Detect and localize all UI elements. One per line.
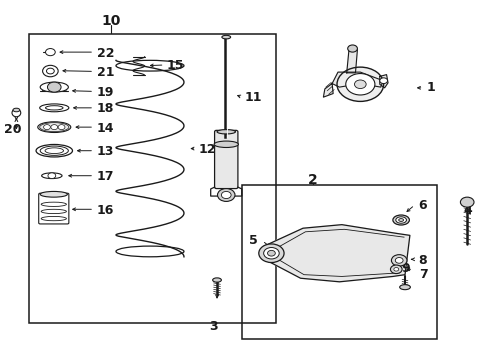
Ellipse shape (398, 219, 403, 221)
Text: 14: 14 (96, 122, 114, 135)
Text: 9: 9 (401, 262, 409, 275)
Circle shape (393, 267, 398, 271)
Circle shape (345, 73, 374, 95)
Bar (242, 185, 436, 339)
Text: 10: 10 (101, 14, 121, 28)
Text: 7: 7 (419, 268, 427, 281)
Ellipse shape (41, 173, 62, 179)
Text: 16: 16 (96, 204, 114, 217)
Ellipse shape (217, 130, 235, 134)
Text: 19: 19 (96, 86, 114, 99)
Ellipse shape (38, 122, 71, 132)
Circle shape (46, 68, 54, 74)
Text: 2: 2 (307, 173, 317, 187)
Ellipse shape (40, 104, 69, 112)
Ellipse shape (40, 192, 67, 197)
Circle shape (58, 125, 65, 130)
Ellipse shape (13, 108, 20, 112)
Circle shape (47, 82, 61, 92)
Circle shape (51, 125, 58, 130)
Text: 11: 11 (244, 91, 262, 104)
Ellipse shape (45, 148, 63, 154)
Circle shape (390, 255, 406, 266)
Circle shape (48, 173, 56, 179)
Circle shape (263, 248, 279, 259)
Ellipse shape (395, 217, 406, 223)
Circle shape (336, 67, 383, 102)
Circle shape (389, 265, 401, 274)
Circle shape (258, 244, 284, 262)
Ellipse shape (399, 285, 409, 290)
Ellipse shape (36, 144, 72, 157)
Text: 1: 1 (426, 81, 435, 94)
Ellipse shape (392, 215, 408, 225)
Circle shape (43, 125, 50, 130)
Text: 12: 12 (198, 143, 216, 156)
Text: 13: 13 (96, 145, 114, 158)
Text: 4: 4 (463, 204, 471, 217)
FancyBboxPatch shape (214, 130, 238, 189)
Polygon shape (379, 75, 387, 88)
Text: 20: 20 (4, 123, 21, 136)
Circle shape (42, 65, 58, 77)
Circle shape (267, 250, 275, 256)
Text: 15: 15 (166, 59, 184, 72)
Text: 3: 3 (208, 320, 217, 333)
Circle shape (379, 78, 387, 84)
Polygon shape (262, 225, 409, 282)
FancyBboxPatch shape (39, 193, 69, 224)
Circle shape (217, 189, 235, 202)
Ellipse shape (214, 141, 238, 148)
Circle shape (394, 257, 402, 263)
Text: 18: 18 (96, 102, 114, 115)
Ellipse shape (40, 146, 68, 156)
Text: 6: 6 (418, 199, 427, 212)
Text: 17: 17 (96, 170, 114, 183)
Text: 21: 21 (96, 66, 114, 79)
Circle shape (460, 197, 473, 207)
Text: 8: 8 (418, 254, 427, 267)
Ellipse shape (12, 109, 20, 117)
Bar (28, 33, 276, 323)
Polygon shape (331, 72, 383, 87)
Circle shape (221, 192, 231, 199)
Text: 22: 22 (96, 47, 114, 60)
Circle shape (354, 80, 366, 89)
Ellipse shape (212, 278, 221, 282)
Circle shape (45, 49, 55, 56)
Ellipse shape (40, 82, 68, 92)
Text: 5: 5 (248, 234, 257, 247)
Polygon shape (323, 84, 332, 97)
Polygon shape (346, 48, 357, 73)
Ellipse shape (45, 106, 63, 110)
Ellipse shape (222, 35, 230, 39)
Circle shape (347, 45, 357, 52)
